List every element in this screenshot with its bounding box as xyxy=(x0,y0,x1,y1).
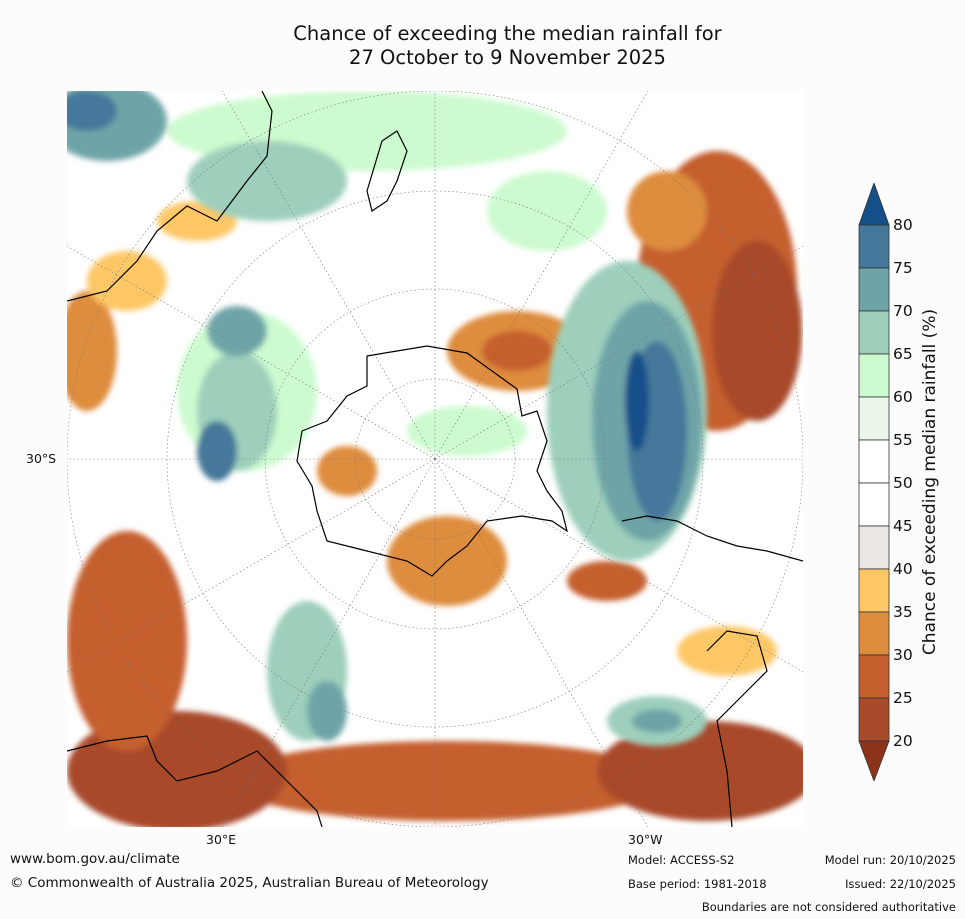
colorbar xyxy=(858,183,890,781)
colorbar-tick-50: 50 xyxy=(893,474,913,492)
model-text: Model: ACCESS-S2 xyxy=(628,853,735,867)
south-america-coast xyxy=(621,515,803,562)
colorbar-tick-45: 45 xyxy=(893,517,913,535)
colorbar-extend-top xyxy=(858,183,890,226)
colorbar-title: Chance of exceeding median rainfall (%) xyxy=(920,308,940,656)
title-line-1: Chance of exceeding the median rainfall … xyxy=(293,22,722,45)
colorbar-segment-70_75 xyxy=(858,267,890,312)
colorbar-segment-35_40 xyxy=(858,568,890,613)
africa-coast xyxy=(67,735,323,827)
colorbar-segment-75_80 xyxy=(858,224,890,269)
website-link[interactable]: www.bom.gov.au/climate xyxy=(10,851,180,867)
colorbar-segment-40_45 xyxy=(858,525,890,570)
copyright-text: © Commonwealth of Australia 2025, Austra… xyxy=(10,875,489,891)
colorbar-tick-55: 55 xyxy=(893,431,913,449)
colorbar-tick-20: 20 xyxy=(893,732,913,750)
new-zealand-coast xyxy=(366,130,408,212)
coastlines xyxy=(67,91,803,827)
colorbar-tick-60: 60 xyxy=(893,388,913,406)
rainfall-map xyxy=(67,91,803,827)
issued-text: Issued: 22/10/2025 xyxy=(845,877,956,891)
latitude-label-30s: 30°S xyxy=(26,451,57,466)
disclaimer-text: Boundaries are not considered authoritat… xyxy=(701,900,956,914)
title-line-2: 27 October to 9 November 2025 xyxy=(349,46,666,69)
colorbar-tick-65: 65 xyxy=(893,345,913,363)
longitude-label-30w: 30°W xyxy=(628,832,663,847)
model-run-text: Model run: 20/10/2025 xyxy=(824,853,956,867)
longitude-label-30e: 30°E xyxy=(206,832,237,847)
colorbar-segment-50_55 xyxy=(858,439,890,484)
below-median-regions xyxy=(67,151,803,827)
graticule xyxy=(67,91,803,827)
australia-coast xyxy=(67,91,273,302)
colorbar-tick-30: 30 xyxy=(893,646,913,664)
colorbar-segment-30_35 xyxy=(858,611,890,656)
colorbar-segment-65_70 xyxy=(858,310,890,355)
colorbar-segment-20_25 xyxy=(858,697,890,742)
south-america-east-coast xyxy=(706,630,768,827)
colorbar-segment-60_65 xyxy=(858,353,890,398)
colorbar-segment-25_30 xyxy=(858,654,890,699)
above-median-regions xyxy=(67,91,707,746)
colorbar-tick-40: 40 xyxy=(893,560,913,578)
colorbar-tick-70: 70 xyxy=(893,302,913,320)
colorbar-segment-45_50 xyxy=(858,482,890,527)
colorbar-tick-80: 80 xyxy=(893,216,913,234)
antarctica-coast xyxy=(296,345,568,577)
map-title: Chance of exceeding the median rainfall … xyxy=(0,22,965,70)
colorbar-tick-75: 75 xyxy=(893,259,913,277)
colorbar-tick-25: 25 xyxy=(893,689,913,707)
colorbar-extend-bottom xyxy=(858,740,890,781)
colorbar-tick-35: 35 xyxy=(893,603,913,621)
base-period-text: Base period: 1981-2018 xyxy=(628,877,767,891)
colorbar-segment-55_60 xyxy=(858,396,890,441)
